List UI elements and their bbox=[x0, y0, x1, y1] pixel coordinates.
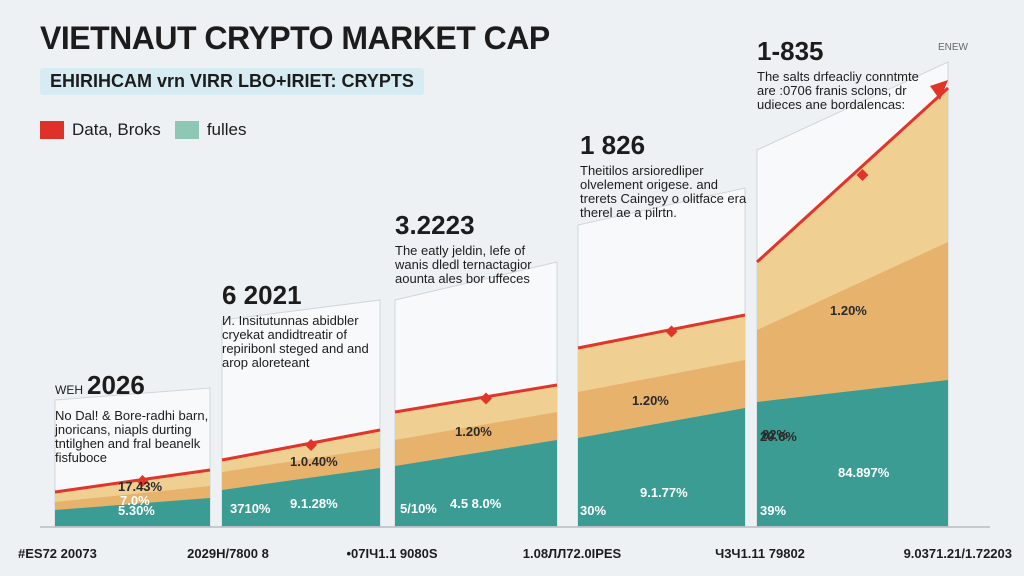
legend-item-fulles: fulles bbox=[174, 120, 247, 140]
legend-item-data-broks: Data, Broks bbox=[40, 120, 161, 140]
bar-data-label: 1.0.40% bbox=[290, 454, 338, 469]
bar-description: Theitilos arsioredliper olvelement orige… bbox=[580, 163, 747, 220]
bar-year: 6 2021 bbox=[222, 282, 387, 308]
x-tick-label: 2029Н/7800 8 bbox=[187, 546, 269, 561]
bar-data-label: 84.897% bbox=[838, 465, 890, 480]
x-tick-label: •07ІЧ1.1 9080S bbox=[346, 546, 438, 561]
x-tick-label: 9.0371.21/1.72203 bbox=[903, 546, 1012, 561]
bar-data-label: 5/10% bbox=[400, 501, 437, 516]
trend-arrowhead bbox=[930, 80, 948, 100]
trend-marker bbox=[856, 169, 869, 181]
bar-panel: WEH 2026 No Dal! & Bore-radhi barn, jnoric… bbox=[55, 372, 215, 465]
bar-year-prefix: WEH bbox=[55, 383, 83, 397]
legend-label: Data, Broks bbox=[72, 120, 161, 139]
bar-description: The salts drfeacliy conntmte are :0706 f… bbox=[757, 69, 919, 112]
area-bottom-band bbox=[222, 468, 380, 526]
bar-year-value: 1 826 bbox=[580, 130, 646, 160]
bar-data-label: 82% bbox=[762, 427, 789, 442]
bar-year: WEH 2026 bbox=[55, 372, 215, 403]
legend: Data, Broks fulles bbox=[40, 120, 247, 140]
bar-year: 1-835 bbox=[757, 38, 922, 64]
bar-data-label: 1.20% bbox=[455, 424, 492, 439]
area-bottom-band bbox=[395, 440, 557, 526]
bar-data-label: 30% bbox=[580, 503, 607, 518]
legend-swatch-red bbox=[40, 121, 64, 139]
area-bottom-band bbox=[578, 408, 745, 526]
bar-year-value: 1-835 bbox=[757, 36, 824, 66]
x-tick-label: #ES72 20073 bbox=[18, 546, 97, 561]
bar-panel: 1-835 The salts drfeacliy conntmte are :0… bbox=[757, 38, 922, 112]
x-tick-label: 1.08ЛЛ72.0ІРЕS bbox=[522, 546, 622, 561]
bar-description: No Dal! & Bore-radhi barn, jnoricans, ni… bbox=[55, 408, 209, 465]
legend-swatch-teal bbox=[174, 121, 199, 139]
trend-marker bbox=[136, 475, 149, 487]
trend-line-segment bbox=[221, 428, 381, 462]
bar-description: И. Insitutunnas abidbler cryekat andidtr… bbox=[222, 313, 369, 370]
bar-panel: 3.2223 The eatly jeldin, lefe of wanis dl… bbox=[395, 212, 555, 286]
x-tick-label: Ч3Ч1.11 79802 bbox=[715, 546, 805, 561]
trend-line-segment bbox=[755, 86, 950, 264]
bar-data-label: 9.1.77% bbox=[640, 485, 688, 500]
trend-marker bbox=[480, 392, 492, 405]
bar-description: The eatly jeldin, lefe of wanis dledl te… bbox=[395, 243, 532, 286]
bar-panel: 6 2021 И. Insitutunnas abidbler cryekat a… bbox=[222, 282, 387, 370]
trend-line-segment bbox=[54, 468, 211, 494]
area-bottom-band bbox=[757, 380, 948, 526]
bar-data-label: 9.1.28% bbox=[290, 496, 338, 511]
corner-label: ENEW bbox=[938, 42, 968, 53]
bar-data-label: 39% bbox=[760, 503, 787, 518]
bar-data-label: 7.0% bbox=[120, 493, 150, 508]
bar-data-label: 5.30% bbox=[118, 503, 155, 518]
bar-year-value: 2026 bbox=[87, 370, 145, 400]
trend-line-segment bbox=[394, 383, 558, 414]
bar-data-label: 17.43% bbox=[118, 479, 163, 494]
bar-year-value: 3.2223 bbox=[395, 210, 475, 240]
bar-year: 3.2223 bbox=[395, 212, 555, 238]
bar-data-label: 1.20% bbox=[632, 393, 669, 408]
bar-data-label: 4.5 8.0% bbox=[450, 496, 502, 511]
bar-data-label: 20.6% bbox=[760, 429, 797, 444]
bar-data-label: 3710% bbox=[230, 501, 271, 516]
bar-panel: 1 826 Theitilos arsioredliper olvelement … bbox=[580, 132, 750, 220]
legend-label: fulles bbox=[206, 120, 247, 139]
trend-line-segment bbox=[577, 313, 746, 350]
bar-year-value: 6 2021 bbox=[222, 280, 302, 310]
chart-subtitle: EHIRIHCAM vrn VIRR LBO+IRIET: CRYPTS bbox=[40, 68, 424, 95]
bar-year: 1 826 bbox=[580, 132, 750, 158]
area-bottom-band bbox=[55, 498, 210, 526]
bar-data-label: 1.20% bbox=[830, 303, 867, 318]
trend-marker bbox=[665, 325, 678, 338]
chart-title: VIETNAUT CRYPTO MARKET CAP bbox=[40, 20, 550, 56]
trend-marker bbox=[305, 439, 317, 451]
